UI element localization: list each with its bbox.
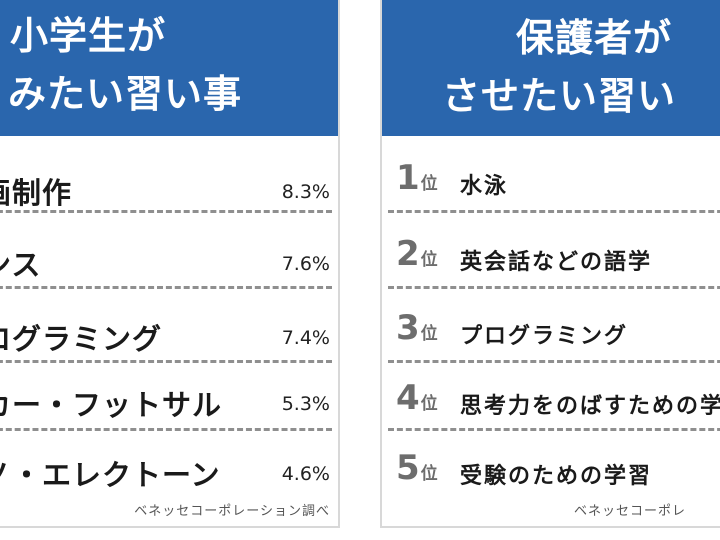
parents-ranking-row: 1位 水泳 [382, 146, 720, 220]
activity-label: カー・フットサル [0, 388, 223, 422]
percentage-value: 8.3% [281, 181, 330, 203]
parents-ranking-row: 4位 思考力をのばすための学 [382, 366, 720, 440]
children-ranking-panel: 小学生が みたい習い事 画制作 8.3% ンス 7.6% ログラミング 7.4%… [0, 0, 340, 528]
children-ranking-row: ログラミング 7.4% [0, 296, 338, 370]
parents-title-banner: 保護者が させたい習い [382, 0, 720, 136]
children-title-line1: 小学生が [10, 14, 167, 58]
row-divider [388, 286, 720, 289]
source-note: ベネッセコーポレーション調べ [134, 504, 330, 519]
activity-label: ノ・エレクトーン [0, 458, 221, 492]
parents-ranking-row: 5位 受験のための学習 [382, 436, 720, 510]
activity-label: 思考力をのばすための学 [460, 394, 720, 419]
activity-label: ンス [0, 248, 42, 282]
rank-badge: 5位 [396, 448, 438, 488]
rank-number: 5 [396, 448, 420, 488]
activity-label: ログラミング [0, 322, 163, 356]
activity-label: 受験のための学習 [460, 464, 653, 489]
row-divider [388, 210, 720, 213]
row-divider [0, 210, 332, 213]
rank-badge: 2位 [396, 234, 438, 274]
rank-suffix: 位 [420, 250, 438, 270]
rank-badge: 4位 [396, 378, 438, 418]
children-ranking-row: ンス 7.6% [0, 222, 338, 296]
activity-label: 画制作 [0, 176, 73, 210]
parents-title-line2: させたい習い [442, 74, 677, 118]
percentage-value: 5.3% [281, 393, 330, 415]
parents-ranking-row: 3位 プログラミング [382, 296, 720, 370]
row-divider [0, 360, 332, 363]
children-ranking-row: カー・フットサル 5.3% [0, 362, 338, 436]
children-title-line2: みたい習い事 [8, 72, 243, 116]
rank-number: 3 [396, 308, 420, 348]
row-divider [388, 428, 720, 431]
rank-suffix: 位 [420, 174, 438, 194]
source-note: ベネッセコーポレ [574, 504, 687, 519]
rank-badge: 1位 [396, 158, 438, 198]
rank-number: 1 [396, 158, 420, 198]
percentage-value: 7.4% [281, 327, 330, 349]
row-divider [0, 428, 332, 431]
rank-number: 2 [396, 234, 420, 274]
row-divider [0, 286, 332, 289]
activity-label: 英会話などの語学 [460, 250, 653, 275]
percentage-value: 7.6% [281, 253, 330, 275]
rank-suffix: 位 [420, 324, 438, 344]
activity-label: 水泳 [460, 174, 509, 199]
rank-badge: 3位 [396, 308, 438, 348]
rank-suffix: 位 [420, 464, 438, 484]
parents-title-line1: 保護者が [516, 16, 673, 60]
rank-number: 4 [396, 378, 420, 418]
parents-ranking-row: 2位 英会話などの語学 [382, 222, 720, 296]
row-divider [388, 360, 720, 363]
parents-ranking-panel: 保護者が させたい習い 1位 水泳 2位 英会話などの語学 3位 プログラミング… [380, 0, 720, 528]
rank-suffix: 位 [420, 394, 438, 414]
children-ranking-row: 画制作 8.3% [0, 150, 338, 224]
activity-label: プログラミング [460, 324, 629, 349]
children-title-banner: 小学生が みたい習い事 [0, 0, 338, 136]
percentage-value: 4.6% [281, 463, 330, 485]
children-ranking-row: ノ・エレクトーン 4.6% [0, 432, 338, 506]
